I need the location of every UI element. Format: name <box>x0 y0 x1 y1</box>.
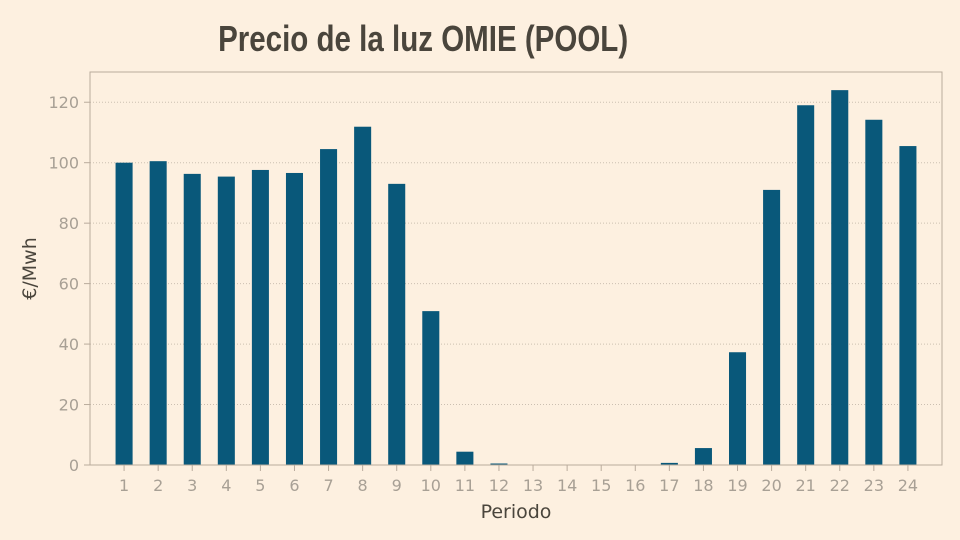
plot-frame <box>89 71 943 466</box>
bar <box>217 176 235 466</box>
bar <box>422 311 440 465</box>
x-tick-label: 23 <box>864 476 884 495</box>
y-tick-label: 60 <box>59 275 79 294</box>
y-tick-label: 100 <box>48 154 79 173</box>
x-tick-label: 14 <box>557 476 577 495</box>
bar <box>149 161 167 465</box>
x-tick-label: 4 <box>221 476 231 495</box>
x-axis-label: Periodo <box>481 501 552 523</box>
bar <box>865 119 883 465</box>
x-tick-label: 13 <box>523 476 543 495</box>
x-tick-label: 21 <box>796 476 816 495</box>
x-tick-label: 6 <box>289 476 299 495</box>
x-tick-label: 10 <box>421 476 441 495</box>
bar <box>354 126 372 466</box>
x-axis-ticks: 1 2 3 4 5 6 7 8 9 10 11 12 13 14 15 16 17 18 19 20 21 22 23 24 <box>119 465 918 495</box>
y-tick-label: 0 <box>69 456 79 475</box>
x-tick-label: 22 <box>830 476 850 495</box>
x-tick-label: 5 <box>255 476 265 495</box>
x-tick-label: 24 <box>898 476 918 495</box>
bars <box>115 90 917 466</box>
bar <box>388 183 406 465</box>
x-tick-label: 8 <box>358 476 368 495</box>
bar <box>183 173 201 465</box>
chart-title: Precio de la luz OMIE (POOL) <box>218 18 629 59</box>
y-tick-label: 80 <box>59 214 79 233</box>
bar <box>694 448 712 465</box>
bar <box>115 162 133 465</box>
y-tick-label: 20 <box>59 396 79 415</box>
bar <box>660 462 678 465</box>
y-tick-label: 120 <box>48 93 79 112</box>
x-tick-label: 20 <box>761 476 781 495</box>
bar <box>899 146 917 466</box>
x-tick-label: 1 <box>119 476 129 495</box>
x-tick-label: 19 <box>727 476 747 495</box>
bar <box>729 352 747 465</box>
bar <box>763 189 781 465</box>
x-tick-label: 3 <box>187 476 197 495</box>
bar <box>456 451 474 465</box>
x-tick-label: 9 <box>392 476 402 495</box>
bar <box>285 172 303 465</box>
x-tick-label: 17 <box>659 476 679 495</box>
bar <box>251 169 269 465</box>
bar <box>490 463 508 465</box>
bar <box>320 149 338 466</box>
x-tick-label: 16 <box>625 476 645 495</box>
bar <box>797 105 815 465</box>
x-tick-label: 12 <box>489 476 509 495</box>
x-tick-label: 11 <box>455 476 475 495</box>
x-tick-label: 18 <box>693 476 713 495</box>
x-tick-label: 2 <box>153 476 163 495</box>
bar <box>831 90 849 465</box>
y-axis-ticks: 0 20 40 60 80 100 120 <box>48 93 90 475</box>
y-axis-label: €/Mwh <box>19 237 41 299</box>
x-tick-label: 15 <box>591 476 611 495</box>
x-tick-label: 7 <box>323 476 333 495</box>
y-tick-label: 40 <box>59 335 79 354</box>
